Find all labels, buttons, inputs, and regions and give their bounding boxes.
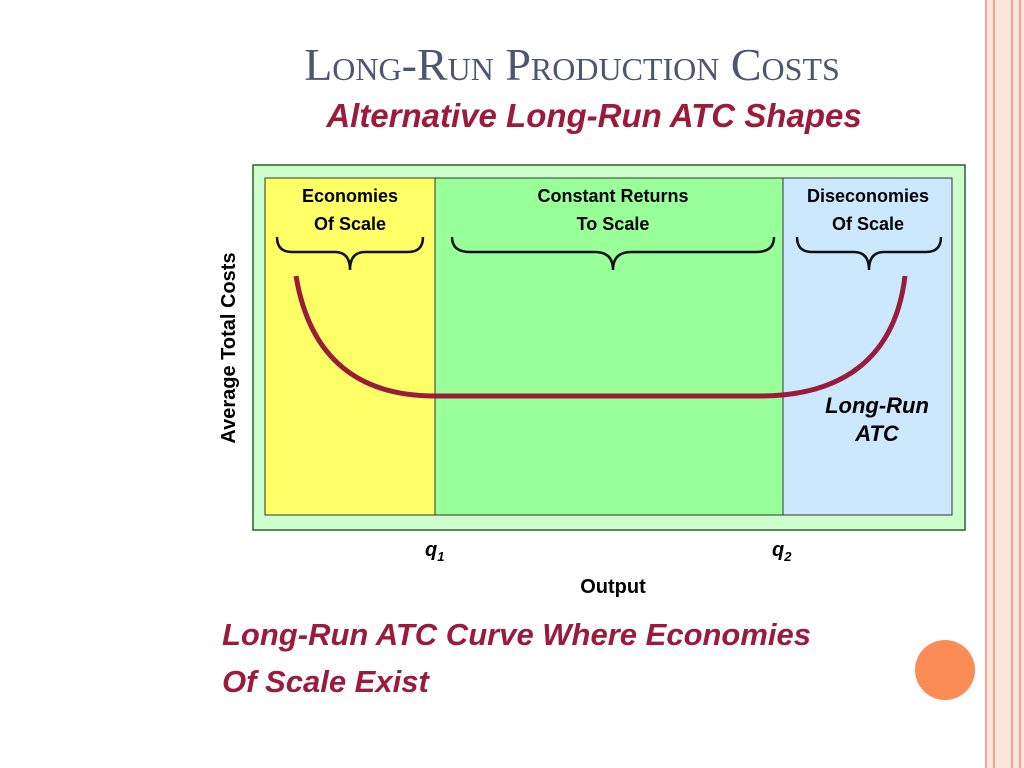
caption: Long-Run ATC Curve Where Economies (222, 617, 811, 652)
side-stripes (985, 0, 1021, 768)
region-economies (264, 177, 436, 516)
region-label: Of Scale (832, 214, 904, 234)
region-label: Constant Returns (537, 186, 688, 206)
marker-subscript: 1 (437, 549, 444, 564)
marker-label: q1 (425, 539, 444, 564)
marker-label: q2 (772, 539, 792, 564)
region-label: Diseconomies (807, 186, 929, 206)
brace (795, 236, 943, 271)
region-diseconomies (782, 177, 953, 516)
caption: Of Scale Exist (222, 664, 430, 699)
y-axis-label: Average Total Costs (218, 252, 240, 443)
region-label: Economies (302, 186, 398, 206)
decor-circle (915, 640, 975, 700)
marker-subscript: 2 (783, 549, 792, 564)
region-label: Of Scale (314, 214, 386, 234)
region-label: To Scale (577, 214, 650, 234)
title: Long-Run Production Costs (304, 39, 840, 90)
atc-curve (293, 275, 908, 399)
brace (275, 236, 425, 271)
brace (450, 236, 776, 271)
x-axis-label: Output (580, 576, 646, 598)
curve-label: ATC (854, 421, 900, 446)
marker-symbol: q (772, 539, 784, 561)
region-constant (434, 177, 784, 516)
curve-label: Long-Run (825, 393, 929, 418)
marker-symbol: q (425, 539, 437, 561)
side-band (986, 0, 1024, 768)
subtitle: Alternative Long-Run ATC Shapes (325, 97, 861, 134)
